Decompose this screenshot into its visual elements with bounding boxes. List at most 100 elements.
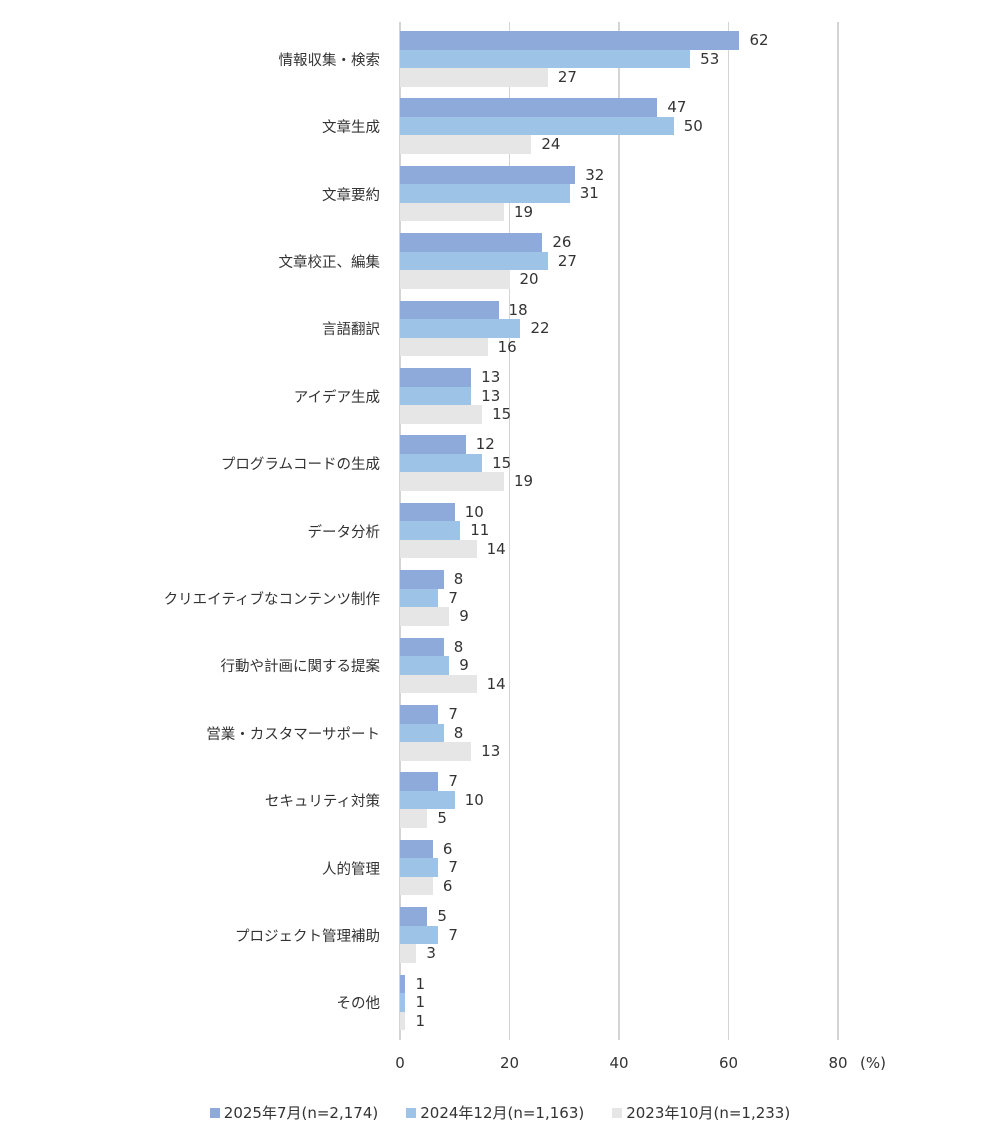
category-label: 言語翻訳: [322, 322, 380, 339]
data-label: 16: [497, 337, 517, 356]
category-label: クリエイティブなコンテンツ制作: [163, 591, 380, 608]
data-label: 10: [464, 502, 484, 521]
bar-series-3: [400, 337, 488, 357]
category-label: プロジェクト管理補助: [235, 928, 380, 945]
data-label: 7: [448, 588, 458, 607]
bar-series-2: [400, 656, 450, 675]
data-label: 3: [426, 944, 436, 963]
category-label: データ分析: [307, 524, 381, 541]
bar-series-2: [400, 588, 439, 608]
bar-series-3: [400, 405, 483, 424]
bar-series-2: [400, 993, 406, 1012]
data-label: 11: [470, 521, 490, 540]
bar-series-1: [400, 502, 455, 522]
data-label: 7: [448, 858, 458, 877]
bar-series-2: [400, 858, 439, 877]
legend-item: 2023年10月(n=1,233): [612, 1102, 790, 1123]
data-label: 8: [453, 637, 464, 656]
legend-swatch-icon: [612, 1107, 623, 1118]
x-tick-label: 0: [395, 1054, 405, 1072]
bar-series-3: [400, 270, 510, 289]
data-label: 8: [453, 570, 464, 589]
data-label: 12: [475, 435, 495, 454]
gridline: [727, 22, 730, 1040]
data-label: 18: [508, 300, 528, 319]
data-label: 19: [514, 202, 534, 221]
bar-series-1: [400, 31, 740, 50]
data-label: 5: [437, 809, 447, 828]
x-axis-unit: (%): [860, 1054, 886, 1072]
bar-series-2: [400, 49, 691, 68]
legend-item: 2024年12月(n=1,163): [406, 1102, 584, 1123]
category-label: 文章校正、編集: [278, 254, 381, 271]
bar-series-2: [400, 521, 461, 540]
bar-series-2: [400, 386, 472, 405]
bar-series-3: [400, 68, 548, 87]
bar-series-1: [400, 839, 433, 859]
bar-series-3: [400, 1011, 406, 1031]
bar-series-3: [400, 809, 428, 828]
data-label: 31: [579, 184, 599, 203]
data-label: 13: [481, 386, 501, 405]
bar-series-3: [400, 202, 505, 222]
bar-series-3: [400, 876, 433, 896]
category-label: 営業・カスタマーサポート: [206, 726, 380, 743]
data-label: 62: [749, 31, 769, 49]
gridline: [837, 22, 839, 1040]
bar-series-1: [400, 974, 406, 994]
legend-item: 2025年7月(n=2,174): [209, 1102, 379, 1123]
bar-series-1: [400, 233, 543, 252]
bar-series-3: [400, 472, 505, 491]
data-label: 20: [519, 270, 539, 289]
bar-series-2: [400, 319, 521, 338]
legend-label: 2025年7月(n=2,174): [223, 1104, 379, 1122]
bar-series-3: [400, 135, 532, 154]
category-label: 人的管理: [322, 861, 380, 878]
bar-series-3: [400, 539, 477, 559]
bar-series-3: [400, 674, 477, 694]
category-label: 文章要約: [322, 187, 380, 204]
x-tick-label: 80: [828, 1054, 848, 1072]
category-label: セキュリティ対策: [264, 794, 380, 811]
data-label: 7: [448, 772, 458, 791]
category-label: その他: [336, 996, 381, 1013]
data-label: 53: [700, 49, 720, 68]
x-tick-label: 40: [609, 1054, 629, 1072]
data-label: 6: [442, 876, 453, 895]
data-label: 24: [541, 135, 561, 154]
bar-series-1: [400, 705, 439, 724]
bar-series-1: [400, 907, 428, 926]
bar-series-2: [400, 116, 674, 136]
data-label: 10: [464, 790, 484, 809]
category-label: 情報収集・検索: [278, 52, 381, 69]
legend-swatch-icon: [209, 1107, 220, 1118]
bar-series-3: [400, 742, 472, 761]
legend: 2025年7月(n=2,174) 2024年12月(n=1,163) 2023年10…: [0, 1102, 1000, 1123]
data-label: 1: [415, 974, 426, 993]
bar-series-1: [400, 98, 658, 117]
bar-series-1: [400, 772, 439, 791]
data-label: 22: [530, 319, 550, 338]
data-label: 9: [459, 607, 469, 626]
data-label: 14: [486, 674, 506, 693]
x-tick-label: 60: [718, 1054, 739, 1072]
bar-series-2: [400, 453, 483, 473]
data-label: 1: [415, 1011, 426, 1030]
gridline: [618, 22, 620, 1040]
data-label: 15: [492, 453, 512, 472]
bar-series-1: [400, 570, 444, 589]
x-tick-label: 20: [499, 1054, 520, 1072]
data-label: 50: [683, 116, 703, 135]
bar-series-2: [400, 723, 444, 742]
category-label: アイデア生成: [293, 389, 380, 406]
legend-label: 2024年12月(n=1,163): [420, 1104, 585, 1122]
data-label: 27: [557, 68, 577, 86]
bar-series-2: [400, 790, 455, 810]
bar-series-1: [400, 435, 466, 454]
data-label: 32: [585, 165, 605, 184]
data-label: 5: [437, 907, 447, 926]
legend-label: 2023年10月(n=1,233): [626, 1104, 791, 1122]
bar-series-1: [400, 637, 444, 657]
bar-series-1: [400, 300, 499, 320]
